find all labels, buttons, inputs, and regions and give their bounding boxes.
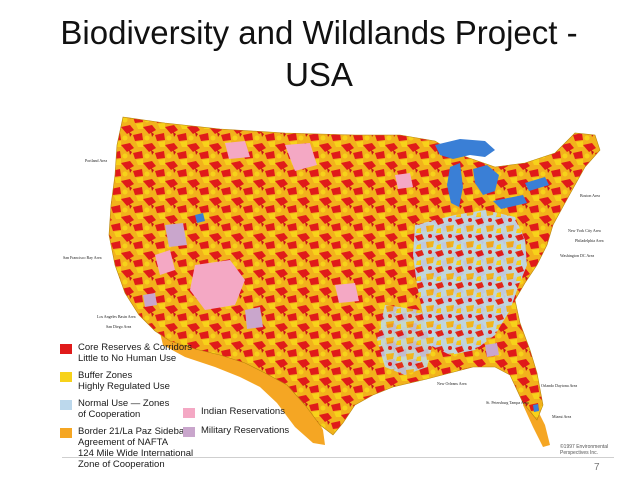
legend-indian-label: Indian Reservations (201, 406, 285, 417)
lake-okeechobee (533, 404, 539, 412)
indian-reservation-dakota (285, 143, 317, 171)
great-salt-lake (195, 213, 205, 223)
legend-swatch-normal (60, 400, 72, 410)
footer-divider (62, 457, 614, 458)
legend-item-indian: Indian Reservations (183, 406, 289, 418)
city-label-philadelphia: Philadelphia Area (575, 238, 604, 243)
usa-wildlands-map (108, 116, 601, 447)
map-legend: Core Reserves & Corridors Little to No H… (60, 342, 300, 476)
indian-reservation-montana (225, 141, 250, 159)
legend-border-line3: 124 Mile Wide International (78, 448, 194, 459)
legend-item-military: Military Reservations (183, 425, 290, 437)
legend-border-line2: Agreement of NAFTA (78, 437, 169, 448)
southern-normal-use-region (377, 305, 435, 375)
legend-swatch-buffer (60, 372, 72, 382)
indian-reservation-southwest (190, 260, 245, 310)
legend-item-border-zone: Border 21/La Paz Sidebar Agreement of NA… (60, 426, 300, 470)
legend-swatch-indian (183, 408, 195, 418)
legend-normal-line1: Normal Use — Zones (78, 398, 170, 409)
legend-buffer-line1: Buffer Zones (78, 370, 133, 381)
city-label-miami: Miami Area (552, 414, 572, 419)
city-label-san-francisco: San Francisco Bay Area (63, 255, 102, 260)
military-reservation-california (143, 293, 157, 307)
legend-item-core: Core Reserves & Corridors Little to No H… (60, 342, 300, 364)
legend-swatch-border-zone (60, 428, 72, 438)
map-legend-reservations: Indian Reservations Military Reservation… (183, 406, 289, 444)
legend-normal-line2: of Cooperation (78, 409, 141, 420)
legend-military-label: Military Reservations (201, 425, 290, 436)
great-lakes (435, 139, 549, 209)
city-label-los-angeles: Los Angeles Basin Area (97, 314, 136, 319)
title-line-2: USA (285, 56, 353, 93)
military-reservation-newmexico (245, 307, 263, 329)
usa-landmass (108, 116, 601, 436)
nafta-border-zone (160, 333, 325, 445)
legend-buffer-line2: Highly Regulated Use (78, 381, 170, 392)
city-label-new-orleans: New Orleans Area (437, 381, 467, 386)
city-label-tampa: St. Petersburg Tampa Area (486, 400, 529, 405)
legend-item-normal: Normal Use — Zones of Cooperation (60, 398, 300, 420)
legend-item-buffer: Buffer Zones Highly Regulated Use (60, 370, 300, 392)
indian-reservation-wisconsin (395, 173, 413, 189)
indian-reservation-oklahoma (335, 283, 359, 303)
legend-core-line1: Core Reserves & Corridors (78, 342, 193, 353)
page-number: 7 (594, 462, 600, 473)
city-label-san-diego: San Diego Area (106, 324, 132, 329)
city-label-new-york: New York City Area (568, 228, 601, 233)
copyright-notice: ©1997 Environmental Perspectives Inc. (560, 444, 609, 456)
legend-border-line4: Zone of Cooperation (78, 459, 165, 470)
military-reservation-southeast (485, 343, 499, 357)
city-label-orlando: Orlando Daytona Area (541, 383, 578, 388)
military-reservation-nevada (165, 223, 187, 247)
slide-title: Biodiversity and Wildlands Project - USA (0, 12, 638, 96)
legend-swatch-core (60, 344, 72, 354)
city-label-portland: Portland Area (85, 158, 108, 163)
city-label-washington: Washington DC Area (560, 253, 595, 258)
legend-swatch-military (183, 427, 195, 437)
legend-core-line2: Little to No Human Use (78, 353, 177, 364)
title-line-1: Biodiversity and Wildlands Project - (60, 14, 578, 51)
indian-reservation-nevada (155, 250, 175, 275)
city-label-boston: Boston Area (580, 193, 600, 198)
eastern-normal-use-region (413, 210, 527, 355)
legend-border-line1: Border 21/La Paz Sidebar (78, 426, 188, 437)
